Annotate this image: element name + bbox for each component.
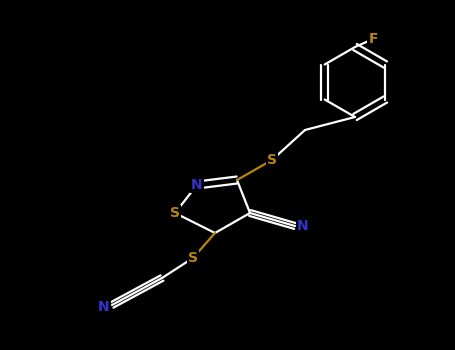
Text: S: S xyxy=(188,251,198,265)
Text: S: S xyxy=(267,153,277,167)
Text: N: N xyxy=(98,300,110,314)
Text: S: S xyxy=(170,206,180,220)
Text: N: N xyxy=(191,178,203,192)
Text: F: F xyxy=(368,32,378,46)
Text: N: N xyxy=(297,219,309,233)
